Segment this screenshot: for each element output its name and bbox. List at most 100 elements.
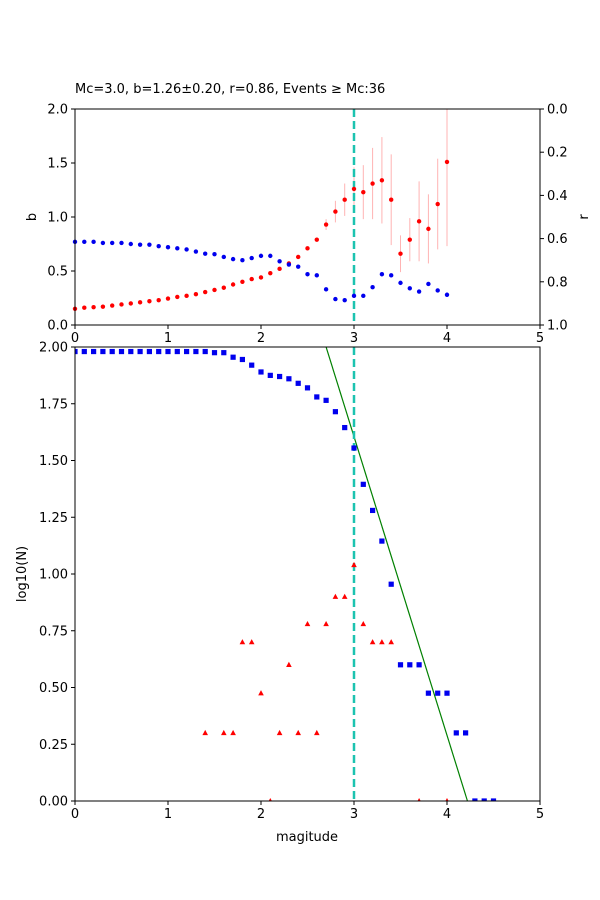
- b-value-point: [379, 178, 385, 183]
- x-tick-label: 0: [71, 807, 79, 822]
- y-tick-label: 0.50: [39, 681, 68, 696]
- cumulative-count-point: [481, 798, 487, 801]
- y-tick-label-right: 0.4: [547, 189, 568, 204]
- incremental-count-point: [230, 729, 236, 736]
- b-value-point: [156, 297, 161, 303]
- cumulative-count-point: [295, 380, 301, 386]
- y-ticks-left: 0.00 0.25 0.50 0.75 1.00 1.25 1.50 1.75 2.00: [39, 341, 75, 810]
- r-value-point: [212, 251, 217, 257]
- r-value-point: [240, 258, 245, 263]
- r-value-point: [156, 243, 161, 249]
- b-value-point: [175, 294, 180, 300]
- cumulative-count-point: [118, 348, 125, 355]
- incremental-count-point: [379, 639, 385, 645]
- x-tick-label: 3: [350, 807, 358, 822]
- x-tick-label: 1: [164, 331, 172, 346]
- cumulative-count-point: [137, 348, 143, 355]
- cumulative-count-point: [370, 507, 376, 514]
- x-tick-label: 5: [536, 807, 544, 822]
- cumulative-count-point: [463, 730, 469, 736]
- cumulative-count-point: [100, 348, 106, 355]
- plot-frame: [74, 108, 541, 326]
- r-value-point: [305, 272, 310, 277]
- y-tick-label-right: 0.0: [547, 103, 568, 118]
- r-value-point: [82, 239, 87, 245]
- plot-frame: [74, 346, 541, 802]
- incremental-count-point: [221, 729, 227, 736]
- x-axis-label-magnitude: magitude: [276, 830, 338, 845]
- cumulative-count-point: [304, 385, 311, 391]
- b-value-point: [296, 254, 301, 260]
- x-tick-label: 0: [71, 331, 79, 346]
- b-value-plot-area: [72, 109, 450, 325]
- r-value-point: [165, 245, 171, 250]
- b-value-point: [91, 304, 96, 310]
- y-tick-label: 2.0: [47, 103, 68, 118]
- b-value-point: [398, 251, 403, 256]
- x-tick-label: 4: [443, 331, 451, 346]
- r-value-point: [128, 241, 133, 247]
- b-value-point: [323, 222, 329, 227]
- cumulative-count-point: [193, 348, 199, 355]
- cumulative-count-point: [267, 372, 273, 378]
- b-value-point: [165, 296, 171, 301]
- y-tick-label: 1.75: [39, 397, 68, 412]
- cumulative-count-point: [416, 662, 422, 668]
- incremental-count-point: [369, 639, 376, 645]
- cumulative-count-point: [156, 348, 162, 355]
- y-tick-label: 0.00: [39, 795, 68, 810]
- cumulative-count-point: [286, 376, 292, 382]
- y-axis-label-b: b: [25, 213, 40, 221]
- b-value-point: [268, 270, 273, 276]
- y-tick-label: 2.00: [39, 341, 68, 356]
- b-value-point: [361, 189, 366, 195]
- b-value-point: [212, 287, 217, 293]
- x-tick-label: 3: [350, 331, 358, 346]
- y-tick-label: 1.5: [47, 157, 68, 172]
- y-ticks-right: 0.0 0.2 0.4 0.6 0.8 1.0: [540, 103, 568, 334]
- incremental-count-point: [332, 593, 339, 599]
- r-value-point: [361, 293, 366, 299]
- cumulative-count-point: [397, 662, 404, 668]
- incremental-count-point: [417, 798, 421, 801]
- b-value-point: [110, 303, 115, 308]
- incremental-count-point: [295, 729, 301, 736]
- cumulative-count-point: [277, 373, 283, 380]
- cumulative-count-point: [174, 348, 180, 355]
- y-tick-label-right: 1.0: [547, 319, 568, 334]
- cumulative-count-point: [75, 348, 78, 355]
- gr-fit-line: [325, 347, 469, 801]
- r-value-point: [407, 286, 412, 291]
- r-value-point: [426, 281, 431, 287]
- cumulative-count-point: [342, 424, 348, 431]
- y-tick-label: 0.75: [39, 624, 68, 639]
- r-value-point: [370, 285, 375, 290]
- r-value-point: [193, 249, 199, 254]
- b-value-point: [221, 285, 226, 290]
- r-value-point: [91, 239, 96, 245]
- cumulative-count-point: [351, 445, 357, 451]
- y-tick-label: 0.0: [47, 319, 68, 334]
- b-value-point: [435, 201, 440, 207]
- incremental-count-point: [286, 661, 292, 667]
- r-value-point: [110, 240, 115, 246]
- b-value-point: [277, 266, 282, 272]
- cumulative-count-point: [444, 690, 450, 696]
- cumulative-count-point: [109, 348, 115, 355]
- cumulative-count-point: [425, 690, 431, 696]
- incremental-count-point: [276, 729, 283, 736]
- incremental-count-point: [258, 690, 264, 696]
- b-value-point: [230, 282, 236, 287]
- r-value-point: [323, 287, 329, 292]
- b-value-point: [370, 181, 375, 186]
- incremental-count-point: [314, 729, 320, 736]
- cumulative-count-point: [435, 690, 441, 696]
- x-ticks: 0 1 2 3 4 5: [71, 801, 544, 822]
- cumulative-count-point: [239, 356, 245, 363]
- incremental-count-point: [323, 620, 329, 627]
- r-value-point: [268, 253, 273, 259]
- b-value-point: [82, 305, 87, 310]
- r-value-point: [184, 247, 189, 252]
